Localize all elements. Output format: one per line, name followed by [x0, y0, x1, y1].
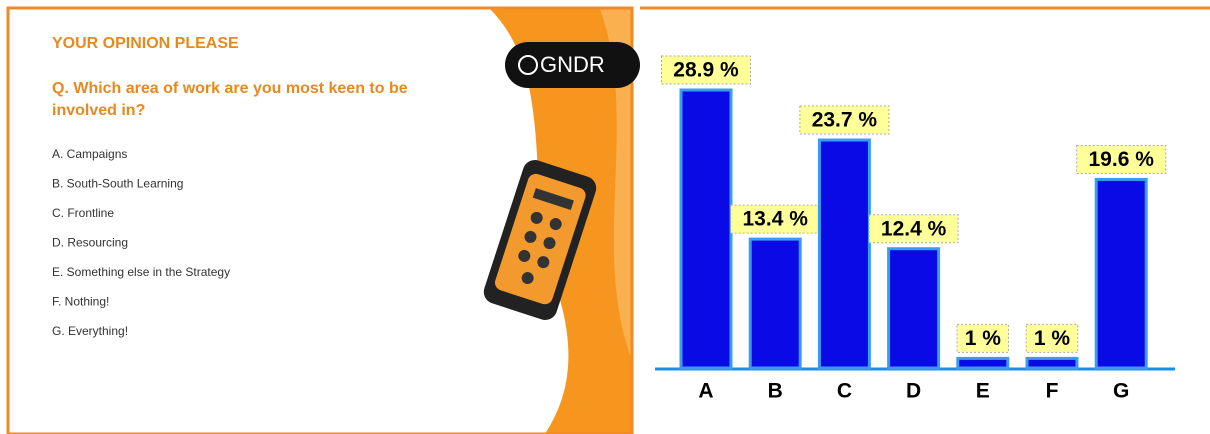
x-tick-label: B	[768, 380, 783, 403]
option: D. Resourcing	[52, 236, 128, 250]
value-label: 1 %	[1034, 327, 1071, 350]
option: F. Nothing!	[52, 295, 109, 309]
x-tick-label: A	[698, 380, 713, 403]
value-label: 13.4 %	[743, 208, 809, 231]
bar	[819, 140, 869, 368]
bar	[681, 90, 731, 368]
slide-heading: YOUR OPINION PLEASE	[52, 35, 239, 52]
x-tick-label: C	[837, 380, 852, 403]
bar	[750, 239, 800, 368]
option: B. South-South Learning	[52, 177, 183, 191]
logo-text: GNDR	[540, 52, 605, 77]
option: G. Everything!	[52, 324, 128, 338]
x-tick-label: G	[1113, 380, 1129, 403]
x-tick-label: E	[976, 380, 990, 403]
option: E. Something else in the Strategy	[52, 265, 230, 279]
value-label: 12.4 %	[881, 217, 947, 240]
value-label: 28.9 %	[673, 59, 739, 82]
page: YOUR OPINION PLEASE Q. Which area of wor…	[0, 0, 1210, 434]
value-label: 1 %	[965, 327, 1002, 350]
bar	[958, 358, 1008, 368]
slide-question: Q. Which area of work are you most keen …	[52, 80, 408, 97]
bar	[1096, 179, 1146, 368]
screen: YOUR OPINION PLEASE Q. Which area of wor…	[0, 0, 1210, 434]
bar	[889, 249, 939, 368]
value-label: 19.6 %	[1089, 148, 1155, 171]
bar	[1027, 358, 1077, 368]
x-tick-label: F	[1046, 380, 1059, 403]
option: C. Frontline	[52, 206, 114, 220]
option: A. Campaigns	[52, 147, 127, 161]
value-label: 23.7 %	[812, 109, 878, 132]
x-tick-label: D	[906, 380, 921, 403]
slide-question: involved in?	[52, 102, 145, 119]
